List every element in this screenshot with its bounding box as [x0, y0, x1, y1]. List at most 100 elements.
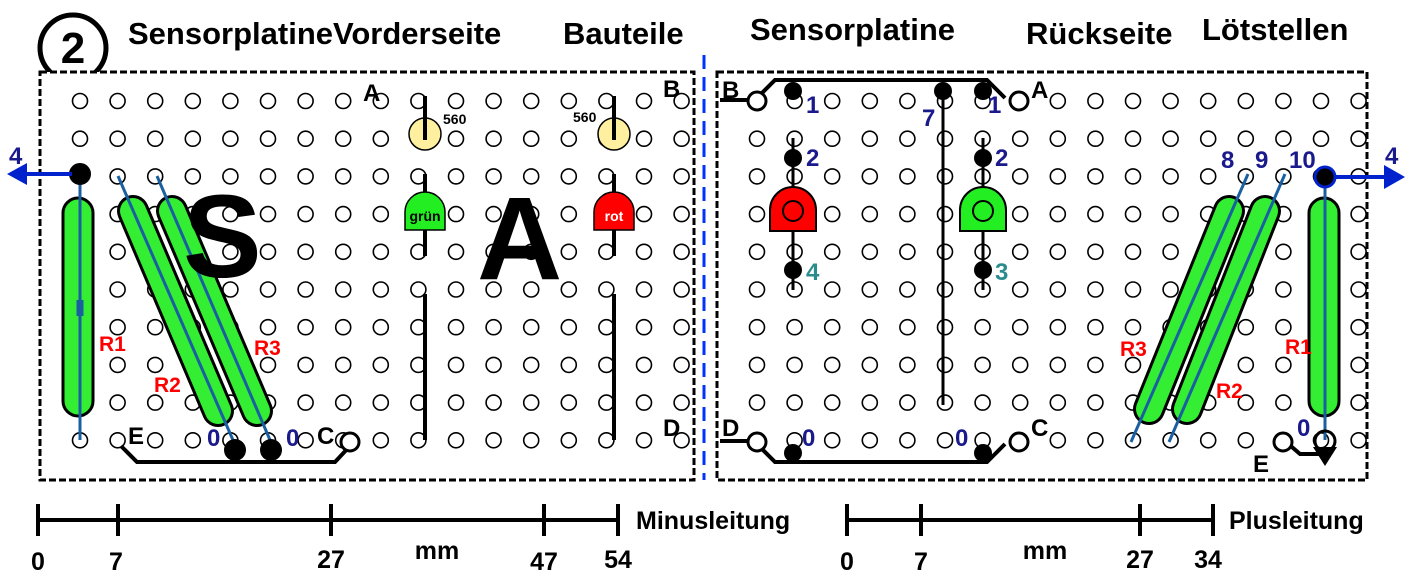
back-solder-drop	[1313, 447, 1337, 466]
board-hole	[1162, 205, 1179, 223]
front-resistor-value-2: 560	[573, 109, 597, 125]
front-big-letter-s: S	[183, 171, 262, 303]
board-hole	[748, 318, 766, 336]
back-label-r2: R2	[1216, 380, 1243, 403]
board-hole	[673, 431, 690, 449]
board-hole	[1087, 431, 1104, 449]
board-hole	[786, 243, 803, 261]
back-scale-tick-27: 27	[1126, 546, 1154, 574]
board-hole	[184, 130, 202, 147]
board-hole	[823, 356, 841, 374]
board-hole	[673, 243, 690, 261]
front-board	[38, 70, 696, 482]
board-hole	[1087, 318, 1104, 336]
back-title-2: Rückseite	[1026, 16, 1172, 51]
board-hole	[222, 130, 239, 147]
board-hole	[635, 356, 653, 374]
board-hole	[1350, 92, 1367, 110]
board-hole	[1350, 394, 1367, 411]
board-hole	[823, 92, 841, 110]
board-hole	[522, 394, 540, 411]
board-hole	[522, 92, 540, 110]
back-arrow-label: 4	[1385, 143, 1399, 170]
board-hole	[447, 356, 465, 374]
board-hole	[522, 281, 540, 298]
board-hole	[447, 394, 465, 411]
board-hole	[635, 394, 653, 411]
board-hole	[1087, 130, 1104, 147]
front-led-green	[404, 96, 446, 440]
board-hole	[1237, 130, 1255, 147]
back-corner-a: A	[1031, 77, 1048, 104]
back-pin-3: 3	[995, 259, 1008, 286]
board-hole	[899, 168, 916, 185]
board-hole	[786, 356, 803, 374]
front-scale-tick-47: 47	[530, 548, 558, 576]
board-hole	[861, 356, 879, 374]
board-hole	[1350, 356, 1367, 374]
back-label-r3: R3	[1120, 338, 1147, 361]
board-hole	[1049, 318, 1067, 336]
board-hole	[673, 318, 690, 336]
board-hole	[109, 92, 126, 110]
board-hole	[1049, 356, 1067, 374]
back-solder-point	[784, 82, 802, 100]
board-hole	[823, 243, 841, 261]
board-hole	[823, 431, 841, 449]
back-pin-2a: 2	[806, 145, 819, 172]
board-hole	[1049, 394, 1067, 411]
front-corner-c: C	[317, 423, 334, 450]
board-hole	[560, 168, 578, 185]
board-hole	[1011, 356, 1029, 374]
board-hole	[598, 394, 615, 411]
board-hole	[410, 431, 427, 449]
board-hole	[297, 243, 314, 261]
board-hole	[1237, 356, 1255, 374]
board-hole	[899, 394, 916, 411]
front-scale-label: Minusleitung	[636, 507, 790, 535]
back-pin-7: 7	[922, 105, 935, 132]
board-hole	[372, 281, 390, 298]
board-hole	[1049, 205, 1067, 223]
board-hole	[372, 318, 390, 336]
board-hole	[222, 92, 239, 110]
back-bottom-bus	[755, 442, 1007, 464]
board-hole	[447, 243, 465, 261]
board-hole	[1275, 281, 1292, 298]
board-hole	[1275, 356, 1292, 374]
board-hole	[635, 281, 653, 298]
board-hole	[1124, 92, 1142, 110]
board-hole	[1350, 318, 1367, 336]
step-badge: 2	[37, 12, 109, 84]
back-zero-3: 0	[1297, 415, 1310, 442]
board-hole	[447, 168, 465, 185]
board-hole	[1124, 205, 1142, 223]
board-hole	[1124, 356, 1142, 374]
board-hole	[974, 394, 991, 411]
board-hole	[1087, 356, 1104, 374]
board-hole	[1275, 92, 1292, 110]
board-hole	[259, 356, 277, 374]
back-top-bus	[755, 78, 1007, 100]
board-hole	[823, 394, 841, 411]
board-hole	[259, 281, 277, 298]
back-led-green	[959, 138, 1007, 290]
board-hole	[823, 318, 841, 336]
back-scale-tick-7: 7	[914, 548, 928, 576]
board-hole	[1124, 168, 1142, 185]
board-hole	[673, 130, 690, 147]
board-hole	[297, 130, 314, 147]
board-hole	[861, 205, 879, 223]
board-hole	[899, 205, 916, 223]
board-hole	[109, 130, 126, 147]
board-hole	[109, 431, 126, 449]
board-hole	[1275, 243, 1292, 261]
front-title-3: Bauteile	[563, 16, 684, 51]
board-hole	[372, 92, 390, 110]
board-hole	[1312, 92, 1330, 110]
board-hole	[560, 431, 578, 449]
board-hole	[1237, 92, 1255, 110]
board-hole	[447, 92, 465, 110]
back-label-r1: R1	[1285, 336, 1312, 359]
back-pin-1b: 1	[988, 92, 1001, 119]
